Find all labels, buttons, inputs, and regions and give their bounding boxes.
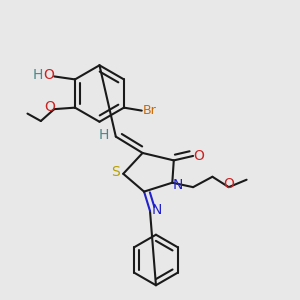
Text: H: H [99, 128, 109, 142]
Text: O: O [193, 149, 204, 163]
Text: O: O [43, 68, 54, 82]
Text: H: H [33, 68, 43, 82]
Text: N: N [172, 178, 183, 192]
Text: O: O [44, 100, 55, 114]
Text: O: O [223, 177, 234, 191]
Text: S: S [111, 165, 120, 179]
Text: N: N [152, 203, 162, 217]
Text: Br: Br [142, 104, 156, 117]
